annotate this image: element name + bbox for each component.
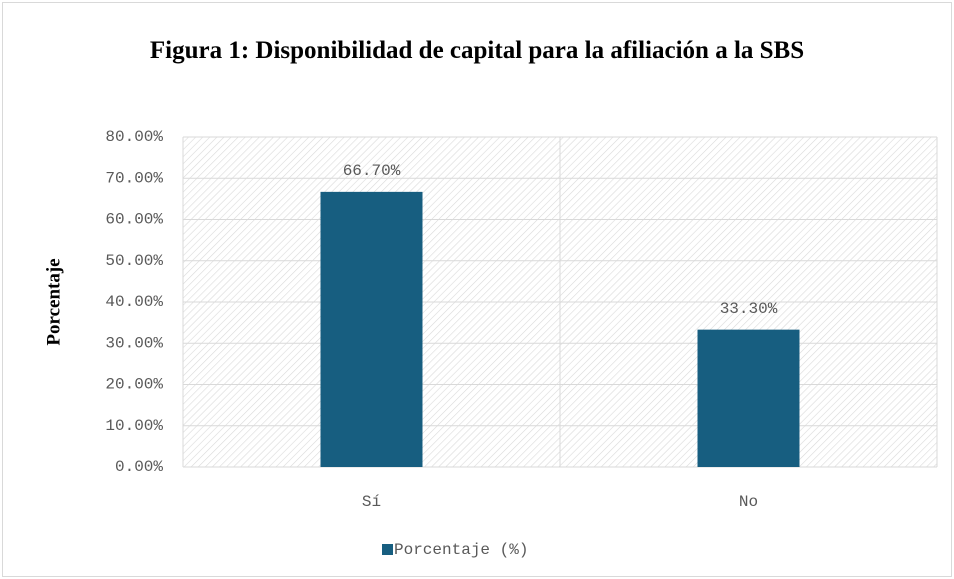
y-tick-label: 60.00%: [105, 211, 163, 229]
bar: [320, 191, 423, 468]
y-tick-label: 50.00%: [105, 252, 163, 270]
y-tick-label: 20.00%: [105, 376, 163, 394]
chart-title: Figura 1: Disponibilidad de capital para…: [149, 37, 805, 64]
y-tick-label: 40.00%: [105, 293, 163, 311]
legend-swatch: [382, 544, 393, 555]
y-tick-label: 10.00%: [105, 417, 163, 435]
y-tick-label: 80.00%: [105, 128, 163, 146]
y-tick-label: 0.00%: [115, 458, 163, 476]
data-label: 33.30%: [720, 300, 778, 318]
legend-label: Porcentaje (%): [394, 541, 528, 559]
y-tick-label: 70.00%: [105, 169, 163, 187]
x-tick-label: Sí: [362, 493, 381, 511]
y-axis-label: Porcentaje: [43, 258, 64, 345]
y-tick-label: 30.00%: [105, 334, 163, 352]
x-tick-label: No: [739, 493, 758, 511]
data-label: 66.70%: [343, 162, 401, 180]
bar: [697, 329, 800, 467]
